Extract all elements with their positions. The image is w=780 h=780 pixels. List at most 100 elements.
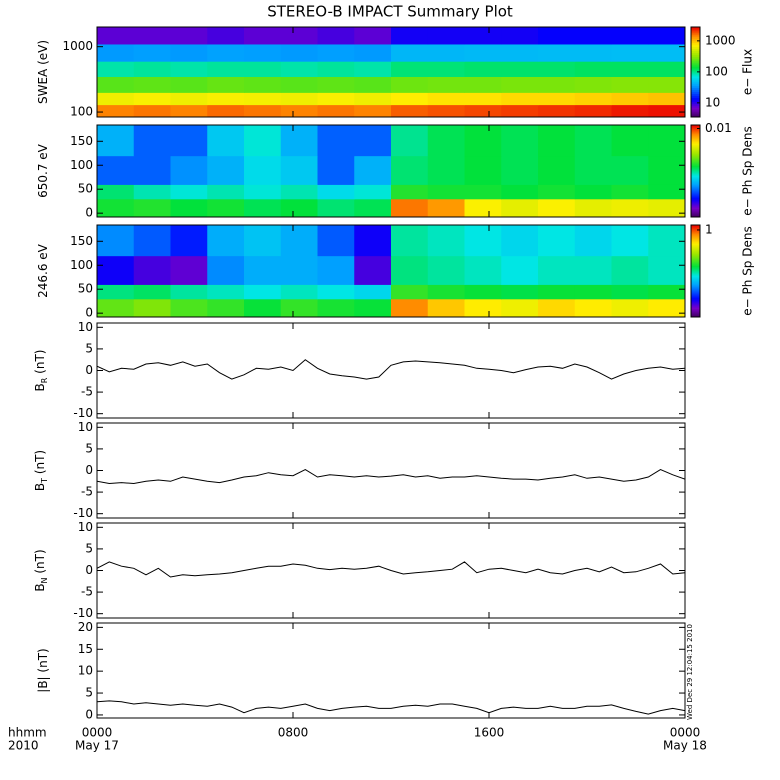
heatmap-cell xyxy=(464,184,502,200)
heatmap-cell xyxy=(317,27,355,45)
heatmap-cell xyxy=(538,198,576,217)
heatmap-cell xyxy=(133,92,171,106)
heatmap-cell xyxy=(611,27,649,45)
y-axis-label-sub: T xyxy=(40,478,49,484)
heatmap-cell xyxy=(427,155,465,185)
colorbar-segment xyxy=(691,269,700,272)
colorbar-segment xyxy=(691,277,700,280)
y-axis-label: BR (nT) xyxy=(33,350,49,392)
colorbar-segment xyxy=(691,289,700,292)
heatmap-cell xyxy=(97,225,135,257)
heatmap-cell xyxy=(611,61,649,77)
colorbar-segment xyxy=(691,305,700,308)
heatmap-cell xyxy=(97,198,135,217)
heatmap-cell xyxy=(538,225,576,257)
heatmap-cell xyxy=(207,255,245,285)
colorbar-segment xyxy=(691,275,700,278)
heatmap-cell xyxy=(611,104,649,117)
heatmap-cell xyxy=(574,61,612,77)
heatmap-cell xyxy=(97,155,135,185)
colorbar-segment xyxy=(691,227,700,230)
heatmap-cell xyxy=(464,155,502,185)
heatmap-cell xyxy=(133,155,171,185)
heatmap-cell xyxy=(170,104,208,117)
colorbar-segment xyxy=(691,249,700,252)
y-tick-label: 0 xyxy=(85,563,93,577)
heatmap-cell xyxy=(611,155,649,185)
heatmap-cell xyxy=(317,104,355,117)
colorbar-segment xyxy=(691,299,700,302)
colorbar-segment xyxy=(691,137,700,140)
heatmap-cell xyxy=(97,125,135,157)
heatmap-cell xyxy=(97,61,135,77)
y-tick-label: 50 xyxy=(78,282,93,296)
colorbar-segment xyxy=(691,77,700,81)
colorbar-frame xyxy=(690,124,701,218)
heatmap-cell xyxy=(611,255,649,285)
heatmap-cell xyxy=(317,61,355,77)
chart-title: STEREO-B IMPACT Summary Plot xyxy=(267,3,513,21)
colorbar-segment xyxy=(691,253,700,256)
heatmap-cell xyxy=(427,125,465,157)
y-axis-label-main: B xyxy=(33,483,47,491)
heatmap-cell xyxy=(133,284,171,300)
y-tick-label: 10 xyxy=(78,520,93,534)
heatmap-cell xyxy=(391,125,429,157)
heatmap-cell xyxy=(354,43,392,62)
heatmap-cell xyxy=(427,76,465,93)
heatmap-cell xyxy=(354,198,392,217)
colorbar-segment xyxy=(691,279,700,282)
colorbar-segment xyxy=(691,127,700,130)
heatmap-cell xyxy=(538,43,576,62)
colorbar-segment xyxy=(691,187,700,190)
heatmap-cell xyxy=(648,27,685,45)
y-axis-label-main: B xyxy=(33,583,47,591)
heatmap-cell xyxy=(207,104,245,117)
heatmap-cell xyxy=(464,125,502,157)
colorbar-segment xyxy=(691,32,700,36)
colorbar-segment xyxy=(691,54,700,57)
heatmap-cell xyxy=(317,92,355,106)
heatmap-cell xyxy=(207,155,245,185)
heatmap-cell xyxy=(574,284,612,300)
heatmap-cell xyxy=(574,155,612,185)
heatmap-cell xyxy=(354,125,392,157)
heatmap-cell xyxy=(538,76,576,93)
y-tick-label: 10 xyxy=(78,320,93,334)
colorbar-segment xyxy=(691,44,700,48)
colorbar-segment xyxy=(691,60,700,63)
y-tick-label: 0 xyxy=(85,463,93,477)
heatmap-cell xyxy=(538,184,576,200)
heatmap-cell xyxy=(317,298,355,317)
heatmap-cell xyxy=(391,27,429,45)
heatmap-cell xyxy=(574,255,612,285)
heatmap-cell xyxy=(427,43,465,62)
heatmap-cell xyxy=(354,27,392,45)
heatmap-cell xyxy=(611,92,649,106)
colorbar-segment xyxy=(691,239,700,242)
y-tick-label: -10 xyxy=(73,406,93,420)
colorbar-segment xyxy=(691,157,700,160)
heatmap-cell xyxy=(280,255,318,285)
x-tick-label: 0000 xyxy=(670,726,701,740)
heatmap-cell xyxy=(207,43,245,62)
colorbar-segment xyxy=(691,163,700,166)
y-tick-label: 150 xyxy=(70,234,93,248)
colorbar-segment xyxy=(691,315,700,318)
y-axis-label: BT (nT) xyxy=(33,450,49,491)
heatmap-cell xyxy=(280,27,318,45)
y-tick-label: 0 xyxy=(85,707,93,721)
colorbar-segment xyxy=(691,52,700,55)
heatmap-cell xyxy=(538,255,576,285)
heatmap-cell xyxy=(170,43,208,62)
y-axis-label-main: 246.6 eV xyxy=(36,243,50,298)
heatmap-cell xyxy=(611,43,649,62)
heatmap-cell xyxy=(317,125,355,157)
y-tick-label: -5 xyxy=(81,385,93,399)
y-tick-label: 1000 xyxy=(62,39,93,53)
colorbar-segment xyxy=(691,169,700,172)
heatmap-cell xyxy=(280,76,318,93)
heatmap-cell xyxy=(133,255,171,285)
heatmap-cell xyxy=(648,125,685,157)
heatmap-cell xyxy=(464,198,502,217)
